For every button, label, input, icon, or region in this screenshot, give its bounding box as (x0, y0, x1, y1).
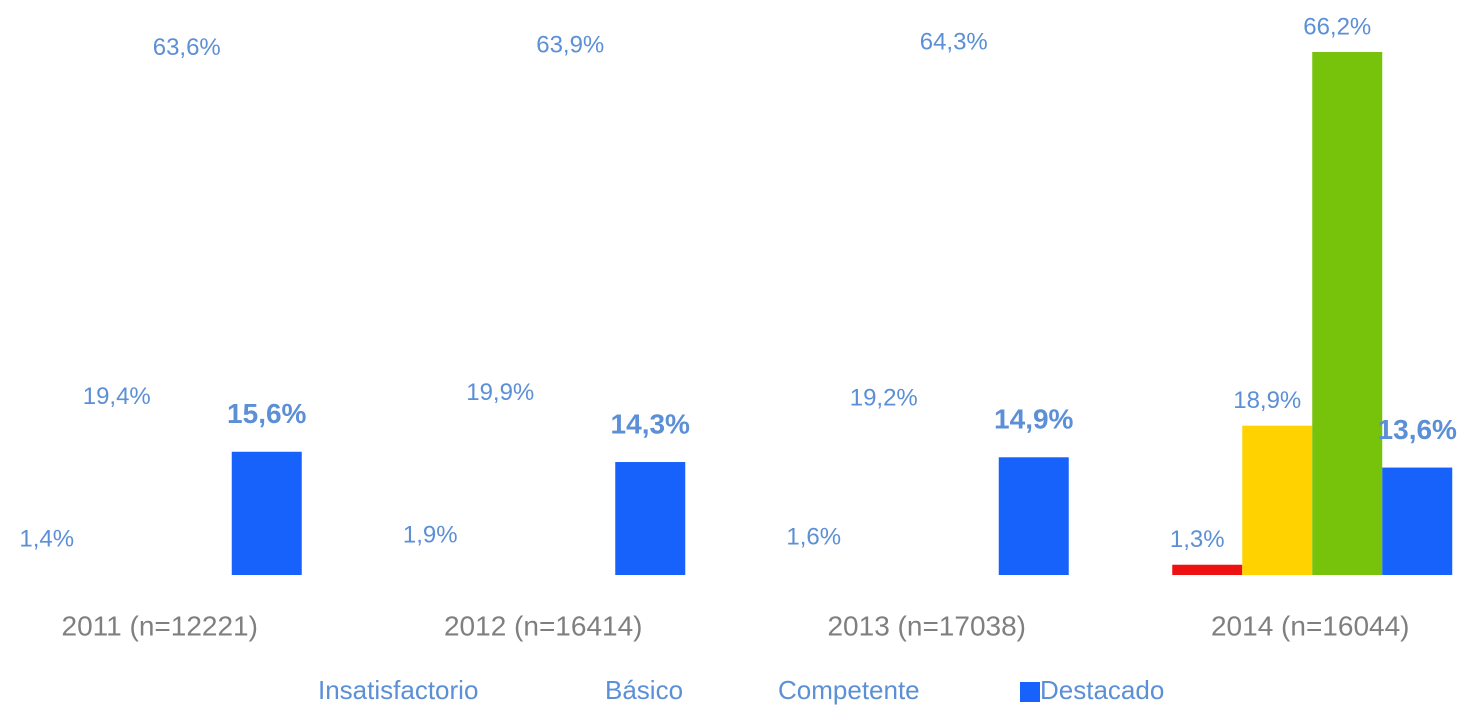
data-label: 1,3% (1170, 526, 1225, 553)
data-label: 15,6% (227, 398, 306, 429)
bar (1172, 564, 1243, 575)
legend-swatch (1020, 682, 1040, 702)
data-label: 19,4% (83, 383, 151, 410)
data-label: 1,9% (403, 521, 458, 548)
data-label: 18,9% (1233, 387, 1301, 414)
legend-label: Insatisfactorio (318, 675, 478, 705)
bar (789, 562, 859, 575)
data-label: 13,6% (1378, 414, 1457, 445)
data-label: 14,9% (994, 404, 1073, 435)
data-label: 19,2% (850, 385, 918, 412)
bar (1242, 425, 1313, 575)
data-label: 1,6% (786, 524, 841, 551)
x-tick-label: 2013 (n=17038) (827, 610, 1026, 641)
bar (545, 70, 615, 575)
data-label: 64,3% (920, 28, 988, 55)
data-label: 63,9% (536, 32, 604, 59)
data-label: 66,2% (1303, 13, 1371, 40)
bar (1382, 467, 1453, 575)
x-tick-label: 2014 (n=16044) (1211, 610, 1410, 641)
data-label: 63,6% (153, 34, 221, 61)
bar (929, 67, 999, 575)
data-label: 14,3% (611, 408, 690, 439)
x-tick-label: 2011 (n=12221) (62, 610, 258, 641)
bar (405, 560, 475, 575)
bar (475, 418, 545, 575)
data-label: 1,4% (19, 525, 74, 552)
bar (615, 462, 686, 575)
bar (92, 422, 162, 575)
bar (998, 457, 1069, 575)
legend-label: Destacado (1040, 675, 1164, 705)
bar (22, 564, 92, 575)
bar (162, 73, 232, 575)
bar (231, 451, 302, 575)
bar (859, 423, 929, 575)
bar (1312, 52, 1383, 575)
data-label: 19,9% (466, 379, 534, 406)
legend-label: Competente (778, 675, 920, 705)
x-tick-label: 2012 (n=16414) (444, 610, 643, 641)
legend-label: Básico (605, 675, 683, 705)
